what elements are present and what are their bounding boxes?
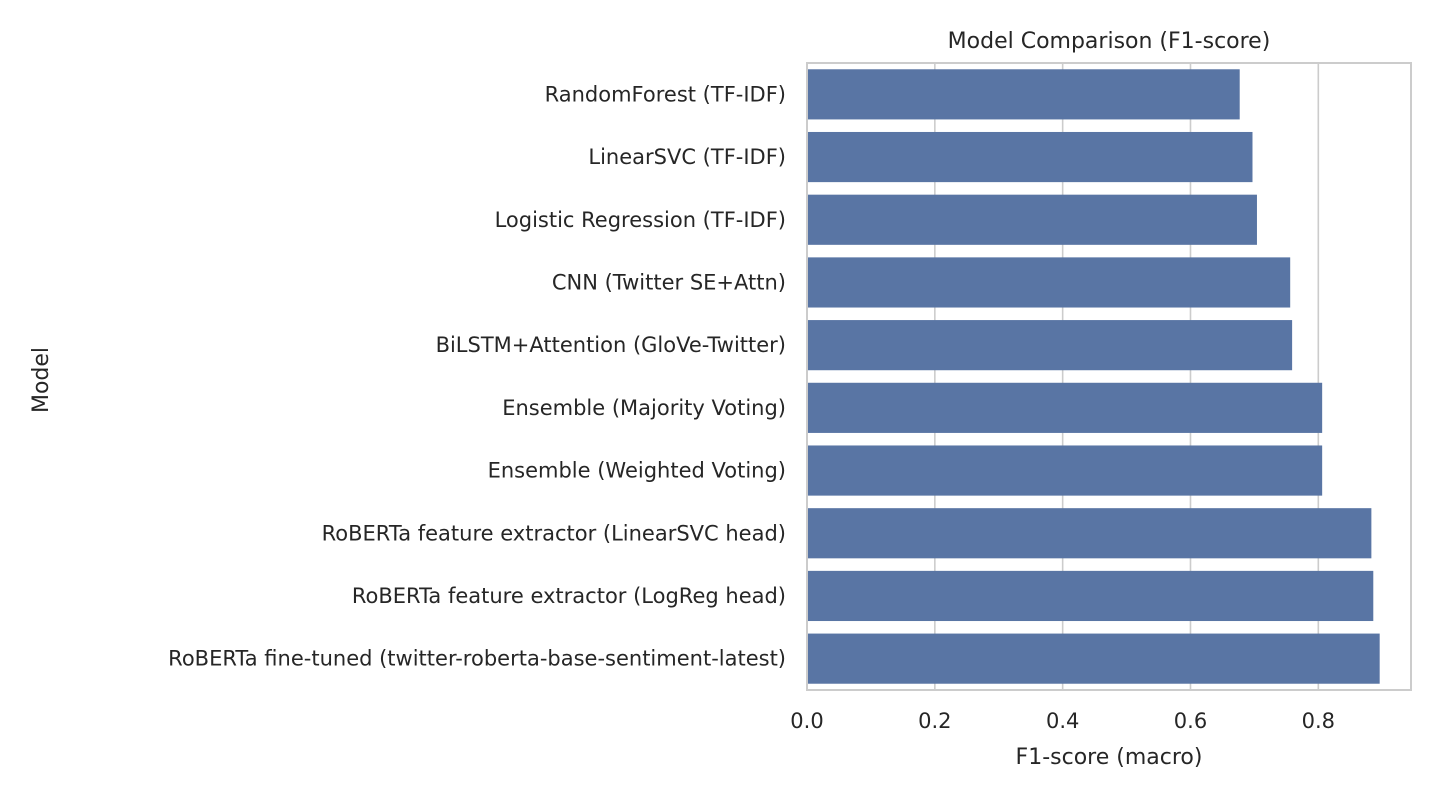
y-tick-label: RoBERTa feature extractor (LinearSVC hea… bbox=[322, 521, 786, 545]
bar bbox=[807, 320, 1293, 371]
x-tick-label: 0.6 bbox=[1174, 709, 1207, 733]
bar bbox=[807, 633, 1380, 684]
x-axis-title: F1-score (macro) bbox=[1016, 745, 1203, 770]
y-tick-labels: RandomForest (TF-IDF) LinearSVC (TF-IDF) L… bbox=[168, 82, 786, 670]
chart-title: Model Comparison (F1-score) bbox=[948, 29, 1271, 54]
y-tick-label: BiLSTM+Attention (GloVe-Twitter) bbox=[436, 333, 786, 357]
y-tick-label: RandomForest (TF-IDF) bbox=[545, 82, 786, 106]
y-tick-label: Logistic Regression (TF-IDF) bbox=[495, 208, 786, 232]
y-tick-label: LinearSVC (TF-IDF) bbox=[588, 145, 786, 169]
bar bbox=[807, 131, 1253, 183]
bar bbox=[807, 69, 1240, 120]
x-tick-labels: 0.0 0.2 0.4 0.6 0.8 bbox=[790, 709, 1335, 733]
y-tick-label: Ensemble (Majority Voting) bbox=[502, 396, 786, 420]
x-tick-label: 0.4 bbox=[1046, 709, 1079, 733]
y-tick-label: RoBERTa feature extractor (LogReg head) bbox=[352, 584, 786, 608]
bar bbox=[807, 445, 1323, 496]
y-tick-label: CNN (Twitter SE+Attn) bbox=[552, 270, 786, 294]
y-tick-label: Ensemble (Weighted Voting) bbox=[488, 459, 786, 483]
plot-frame bbox=[806, 62, 1412, 691]
bar bbox=[807, 194, 1257, 245]
bar bbox=[807, 382, 1323, 433]
y-axis-title: Model bbox=[29, 347, 54, 413]
x-tick-label: 0.8 bbox=[1302, 709, 1335, 733]
bar bbox=[807, 570, 1374, 622]
y-tick-label: RoBERTa fine-tuned (twitter-roberta-base… bbox=[168, 647, 786, 671]
bar bbox=[807, 257, 1291, 308]
bar bbox=[807, 508, 1372, 559]
x-tick-label: 0.2 bbox=[918, 709, 951, 733]
x-tick-label: 0.0 bbox=[790, 709, 823, 733]
bars bbox=[807, 69, 1380, 684]
